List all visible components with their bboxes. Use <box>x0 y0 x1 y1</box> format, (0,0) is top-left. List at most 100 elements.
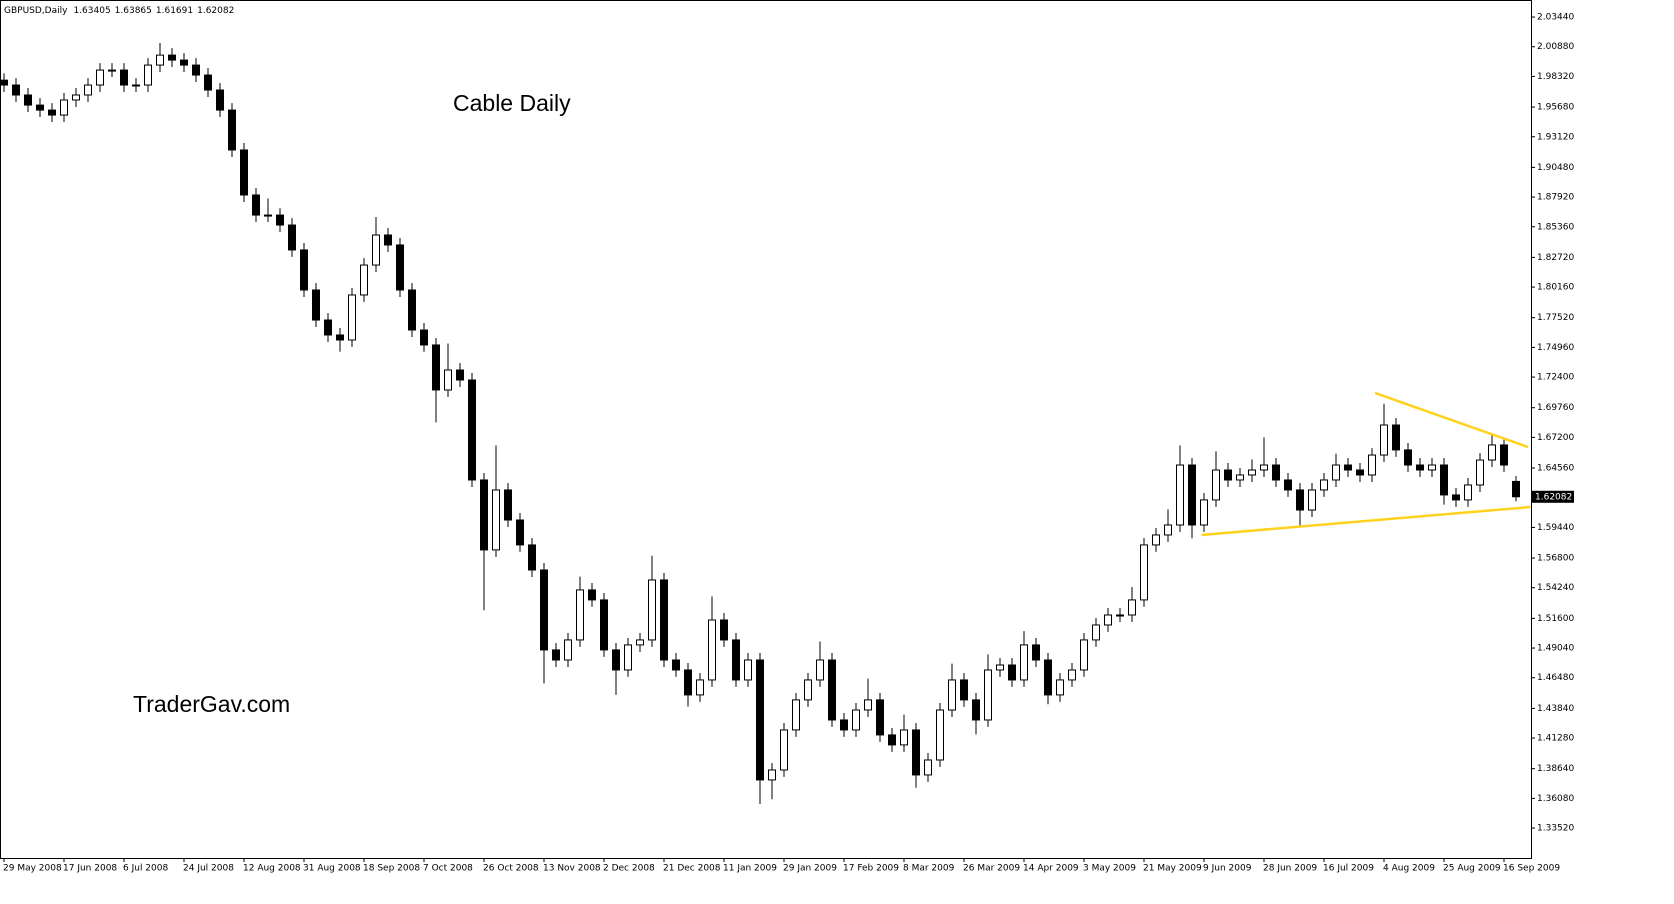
candle-body <box>816 659 824 681</box>
y-tick-label: 1.95680 <box>1537 103 1574 113</box>
candle-body <box>1248 469 1256 476</box>
candle-body <box>372 234 380 266</box>
candle-body <box>108 69 116 72</box>
candle-body <box>1356 469 1364 476</box>
header-close: 1.62082 <box>197 6 234 16</box>
y-tick-label: 1.69760 <box>1537 403 1574 413</box>
candle-body <box>168 54 176 61</box>
annotation: TraderGav.com <box>133 691 290 717</box>
candle-body <box>1068 669 1076 681</box>
x-tick-label: 9 Jun 2009 <box>1203 864 1252 874</box>
candle-body <box>48 109 56 116</box>
candle-body <box>912 729 920 776</box>
candle-body <box>1188 464 1196 526</box>
candle-body <box>1284 479 1292 491</box>
candle-body <box>180 59 188 66</box>
candle-body <box>1140 544 1148 601</box>
y-tick-label: 1.56800 <box>1537 554 1574 564</box>
candle-body <box>744 659 752 681</box>
candle-body <box>24 94 32 106</box>
y-tick-label: 1.72400 <box>1537 373 1574 383</box>
candle-body <box>468 379 476 481</box>
candle-body <box>1500 444 1508 466</box>
candle-body <box>120 69 128 86</box>
y-tick-label: 1.59440 <box>1537 523 1574 533</box>
chart-title: GBPUSD,Daily <box>4 6 68 16</box>
y-tick-label: 1.74960 <box>1537 343 1574 353</box>
candle-body <box>216 89 224 111</box>
candle-body <box>684 669 692 696</box>
candle-body <box>696 679 704 696</box>
header-open: 1.63405 <box>73 6 110 16</box>
candle-body <box>276 214 284 226</box>
y-tick-label: 1.36080 <box>1537 794 1574 804</box>
candle-body <box>396 244 404 291</box>
candle-body <box>132 84 140 87</box>
price-marker-label: 1.62082 <box>1535 492 1572 502</box>
candle-body <box>1080 639 1088 671</box>
candle-body <box>972 699 980 721</box>
candle-body <box>828 659 836 721</box>
y-tick-label: 1.33520 <box>1537 824 1574 834</box>
candle-body <box>1308 489 1316 511</box>
x-tick-label: 28 Jun 2009 <box>1263 864 1317 874</box>
candle-body <box>564 639 572 661</box>
candle-body <box>1440 464 1448 496</box>
annotation: Cable Daily <box>453 90 571 116</box>
candle-body <box>876 699 884 736</box>
candle-body <box>864 699 872 711</box>
candle-body <box>240 149 248 196</box>
candle-body <box>336 334 344 341</box>
candle-body <box>1512 480 1520 498</box>
y-tick-label: 1.80160 <box>1537 283 1574 293</box>
y-tick-label: 1.38640 <box>1537 764 1574 774</box>
candle-body <box>1152 534 1160 546</box>
candle-body <box>1272 464 1280 481</box>
y-tick-label: 1.85360 <box>1537 222 1574 232</box>
x-tick-label: 8 Mar 2009 <box>903 864 955 874</box>
y-tick-label: 1.49040 <box>1537 644 1574 654</box>
candle-body <box>1044 659 1052 696</box>
candle-body <box>840 719 848 731</box>
candle-body <box>552 649 560 661</box>
candle-body <box>300 249 308 291</box>
candle-body <box>504 489 512 521</box>
candle-body <box>636 639 644 646</box>
x-tick-label: 29 Jan 2009 <box>783 864 837 874</box>
candle-body <box>456 369 464 381</box>
plot-frame <box>0 0 1532 859</box>
y-tick-label: 1.51600 <box>1537 614 1574 624</box>
candle-body <box>1452 494 1460 501</box>
candle-body <box>72 94 80 101</box>
candle-body <box>516 519 524 546</box>
x-tick-label: 17 Feb 2009 <box>843 864 899 874</box>
candle-body <box>1104 614 1112 626</box>
candle-body <box>1392 424 1400 451</box>
candle-body <box>1260 464 1268 471</box>
y-tick-label: 1.82720 <box>1537 253 1574 263</box>
candle-body <box>252 194 260 216</box>
candle-body <box>936 709 944 761</box>
candle-body <box>228 109 236 151</box>
candle-body <box>408 289 416 331</box>
candle-body <box>348 294 356 341</box>
candle-body <box>804 679 812 701</box>
candle-body <box>12 84 20 96</box>
candle-body <box>1296 489 1304 511</box>
candle-body <box>84 84 92 96</box>
candle-body <box>432 344 440 391</box>
x-tick-label: 18 Sep 2008 <box>363 864 420 874</box>
candle-body <box>924 759 932 776</box>
candle-body <box>1212 469 1220 501</box>
candle-body <box>588 589 596 601</box>
x-tick-label: 16 Jul 2009 <box>1323 864 1374 874</box>
candle-body <box>1488 444 1496 461</box>
candle-body <box>888 734 896 746</box>
x-tick-label: 2 Dec 2008 <box>603 864 655 874</box>
candle-body <box>204 74 212 91</box>
candle-body <box>324 319 332 336</box>
candle-body <box>60 99 68 116</box>
candle-body <box>264 214 272 217</box>
